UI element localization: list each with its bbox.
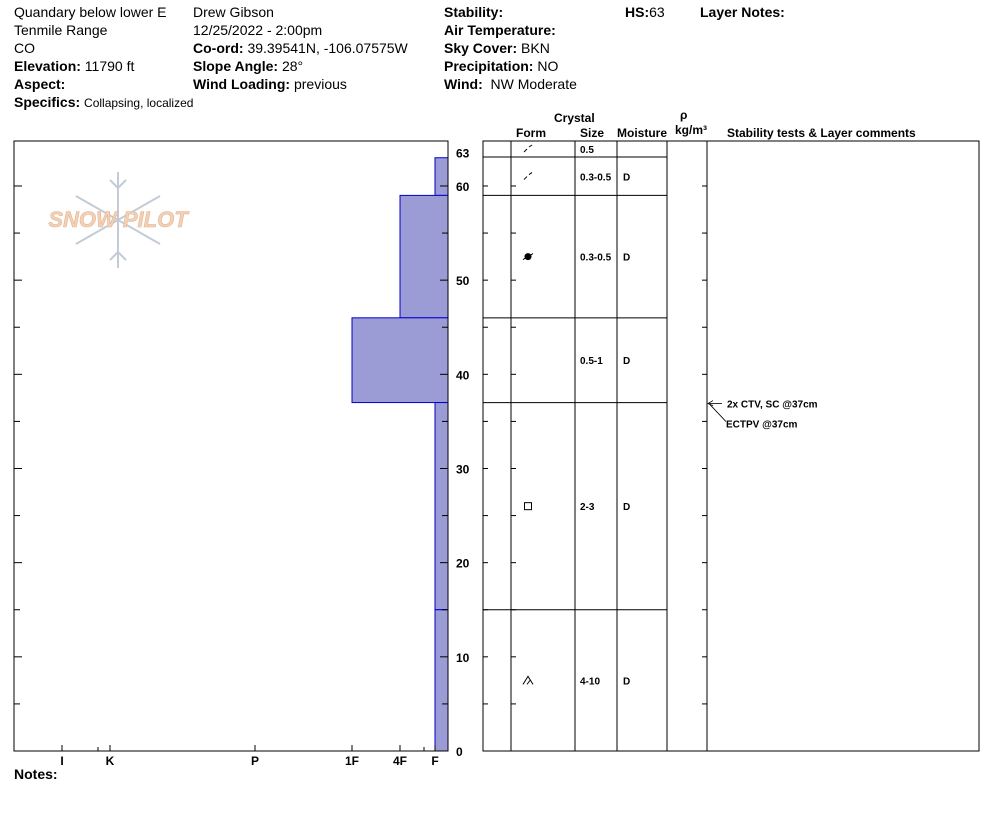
specifics-label: Specifics: <box>14 94 81 110</box>
crystal-size: 4-10 <box>580 676 600 687</box>
hardness-bar <box>434 609 449 752</box>
coord-value: 39.39541N, -106.07575W <box>247 40 408 56</box>
arrowhead-icon <box>707 400 714 406</box>
stability-test: ECTPV @37cm <box>726 420 798 431</box>
height-label: 20 <box>456 557 470 571</box>
wind-label: Wind: <box>444 76 483 92</box>
aspect: Aspect: <box>14 75 65 93</box>
snowpilot-logo: SNOW PILOT <box>38 170 198 270</box>
svg-text:SNOW PILOT: SNOW PILOT <box>48 207 189 232</box>
header-rho: ρ <box>680 108 688 122</box>
hardness-label: 4F <box>393 754 407 768</box>
slope-label: Slope Angle: <box>193 58 279 74</box>
coord: Co-ord: 39.39541N, -106.07575W <box>193 39 408 57</box>
height-label: 30 <box>456 462 470 476</box>
layer-notes-label: Layer Notes: <box>700 4 785 20</box>
wind-value: NW Moderate <box>490 76 577 92</box>
faceted-icon <box>524 502 532 511</box>
height-label: 40 <box>456 368 470 382</box>
specifics-value: Collapsing, localized <box>84 96 194 110</box>
stroke <box>526 680 531 685</box>
elevation: Elevation: 11790 ft <box>14 57 134 75</box>
location: Quandary below lower E <box>14 4 167 20</box>
crystal-size: 0.3-0.5 <box>580 173 612 184</box>
hardness-bar <box>399 194 449 319</box>
precipitation-particles-icon <box>523 172 533 180</box>
air-temp-label: Air Temperature: <box>444 22 556 38</box>
snowflake-icon: SNOW PILOT <box>48 172 190 268</box>
slope-value: 28° <box>281 58 304 74</box>
square <box>524 502 532 511</box>
height-label: 10 <box>456 651 470 665</box>
height-label: 63 <box>456 147 470 161</box>
hardness-label: I <box>60 754 63 768</box>
stroke <box>523 148 528 153</box>
layer-table-frame <box>482 140 980 752</box>
moisture: D <box>623 253 630 264</box>
hardness-bar <box>434 157 449 196</box>
header-moisture: Moisture <box>617 126 668 140</box>
crystal-size: 2-3 <box>580 502 595 513</box>
precipitation: Precipitation: NO <box>444 57 558 75</box>
state: CO <box>14 40 35 56</box>
header-size: Size <box>580 126 605 140</box>
depth-hoar-icon <box>522 675 534 685</box>
moisture: D <box>623 676 630 687</box>
test-arrow <box>708 403 727 422</box>
stroke <box>522 253 534 261</box>
sky-cover: Sky Cover: BKN <box>444 39 550 57</box>
hardness-label: F <box>431 754 438 768</box>
height-label: 50 <box>456 274 470 288</box>
observer: Drew Gibson <box>193 4 274 20</box>
coord-label: Co-ord: <box>193 40 244 56</box>
header-stability: Stability tests & Layer comments <box>727 126 916 140</box>
height-label: 60 <box>456 180 470 194</box>
height-label: 0 <box>456 745 463 759</box>
elevation-value: 11790 ft <box>84 58 135 74</box>
wind-loading: Wind Loading: previous <box>193 75 347 93</box>
hardness-bar <box>434 402 449 611</box>
header-form: Form <box>516 126 546 140</box>
moisture: D <box>623 173 630 184</box>
hardness-label: P <box>251 754 259 768</box>
precipitation-particles-icon <box>523 144 533 153</box>
stability-label: Stability: <box>444 4 504 20</box>
hardness-label: 1F <box>345 754 359 768</box>
elevation-label: Elevation: <box>14 58 81 74</box>
moisture: D <box>623 502 630 513</box>
sky-value: BKN <box>521 40 550 56</box>
wind-loading-value: previous <box>293 76 347 92</box>
hs: HS:63 <box>625 3 665 21</box>
moisture: D <box>623 356 630 367</box>
specifics: Specifics: Collapsing, localized <box>14 93 193 112</box>
hs-label: HS: <box>625 4 650 20</box>
stroke <box>523 176 528 180</box>
crystal-size: 0.5-1 <box>580 356 603 367</box>
stroke <box>528 144 533 148</box>
stroke <box>528 172 533 175</box>
header-density: kg/m³ <box>675 123 708 137</box>
notes-label: Notes: <box>14 766 58 782</box>
hardness-chart-frame <box>13 140 449 752</box>
caret <box>522 675 534 685</box>
precip-label: Precipitation: <box>444 58 534 74</box>
hardness-bar <box>351 317 449 404</box>
wind: Wind: NW Moderate <box>444 75 577 93</box>
crystal-size: 0.5 <box>580 145 594 156</box>
wind-loading-label: Wind Loading: <box>193 76 291 92</box>
sky-label: Sky Cover: <box>444 40 518 56</box>
header-crystal: Crystal <box>554 111 595 125</box>
slope-angle: Slope Angle: 28° <box>193 57 303 75</box>
crystal-size: 0.3-0.5 <box>580 253 612 264</box>
rounding-icon <box>522 253 534 261</box>
range: Tenmile Range <box>14 22 108 38</box>
hardness-label: K <box>106 754 115 768</box>
stability-test: 2x CTV, SC @37cm <box>727 400 818 411</box>
datetime: 12/25/2022 - 2:00pm <box>193 22 323 38</box>
aspect-label: Aspect: <box>14 76 66 92</box>
precip-value: NO <box>537 58 559 74</box>
hs-value: 63 <box>649 4 665 20</box>
